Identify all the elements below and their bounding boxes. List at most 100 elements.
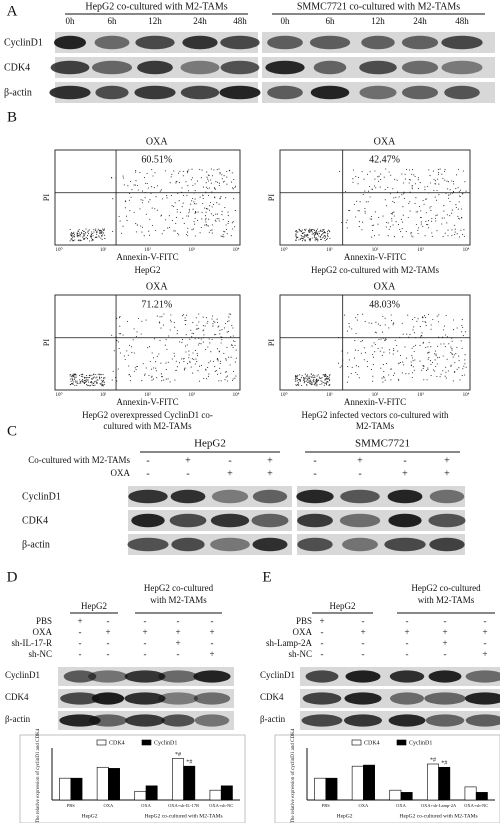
- flow-event: [436, 214, 438, 216]
- flow-event: [403, 182, 405, 184]
- axis-tick: 10¹: [100, 392, 107, 398]
- flow-event: [313, 230, 316, 232]
- flow-event: [393, 202, 395, 204]
- flow-event: [76, 382, 78, 384]
- flow-event: [398, 379, 400, 381]
- flow-event: [402, 206, 404, 208]
- flow-event: [130, 375, 132, 377]
- flow-event: [218, 325, 220, 327]
- flow-event: [135, 231, 137, 233]
- flow-event: [314, 237, 316, 239]
- flow-event: [167, 227, 169, 229]
- flow-event: [430, 363, 432, 366]
- flow-event: [202, 316, 204, 318]
- flow-event: [429, 360, 432, 362]
- flow-event: [346, 330, 348, 332]
- flow-event: [155, 229, 157, 232]
- flow-event: [218, 351, 220, 353]
- flow-event: [151, 379, 153, 381]
- panel-label: E: [262, 569, 271, 585]
- flow-event: [393, 322, 395, 324]
- flow-event: [392, 324, 394, 326]
- flow-event: [371, 322, 373, 324]
- flow-event: [71, 239, 73, 241]
- flow-event: [215, 333, 217, 335]
- flow-event: [149, 199, 151, 201]
- flow-event: [209, 342, 211, 344]
- flow-event: [446, 214, 448, 216]
- flow-event: [205, 191, 207, 193]
- flow-event: [437, 321, 439, 323]
- flow-event: [204, 219, 206, 221]
- flow-event: [202, 330, 204, 332]
- flow-event: [328, 384, 330, 386]
- treatment-label: OXA: [146, 136, 168, 147]
- flow-event: [97, 228, 99, 230]
- flow-event: [202, 194, 204, 196]
- flow-event: [194, 217, 196, 219]
- flow-event: [379, 350, 381, 352]
- flow-event: [385, 168, 387, 170]
- flow-event: [383, 376, 385, 378]
- flow-event: [218, 380, 220, 382]
- flow-event: [296, 376, 298, 378]
- legend-label: CDK4: [364, 740, 380, 746]
- flow-event: [417, 211, 419, 213]
- flow-event: [306, 377, 308, 379]
- flow-event: [154, 208, 156, 210]
- axis-tick: 10²: [144, 392, 151, 398]
- blot-band: [180, 60, 220, 75]
- flow-event: [436, 363, 438, 365]
- flow-event: [309, 238, 312, 240]
- x-tick-label: PBS: [322, 803, 331, 808]
- flow-event: [126, 350, 128, 352]
- flow-event: [76, 380, 78, 382]
- flow-event: [430, 328, 432, 330]
- plot-caption: HepG2 co-cultured with M2-TAMs: [311, 265, 440, 275]
- flow-event: [199, 196, 201, 198]
- flow-event: [382, 364, 384, 366]
- flow-event: [233, 370, 235, 373]
- plot-caption: HepG2: [135, 265, 161, 275]
- flow-event: [446, 222, 448, 224]
- flow-event: [78, 229, 80, 231]
- flow-event: [174, 202, 176, 204]
- flow-event: [95, 236, 97, 238]
- flow-event: [358, 210, 360, 212]
- flow-event: [314, 375, 316, 377]
- flow-event: [175, 360, 177, 362]
- axis-tick: 10³: [417, 247, 424, 253]
- flow-event: [384, 339, 386, 341]
- flow-event: [355, 332, 357, 335]
- condition-mark: +: [402, 468, 408, 479]
- flow-event: [225, 224, 227, 226]
- flow-event: [444, 192, 446, 194]
- flow-event: [166, 197, 168, 199]
- flow-event: [380, 173, 382, 175]
- axis-tick: 10¹: [100, 247, 107, 253]
- flow-event: [320, 377, 322, 379]
- flow-event: [72, 383, 74, 385]
- flow-event: [76, 384, 78, 386]
- flow-event: [442, 177, 444, 179]
- flow-event: [344, 314, 346, 316]
- flow-event: [227, 222, 229, 225]
- blot-band: [220, 35, 260, 50]
- flow-event: [462, 234, 464, 236]
- flow-event: [318, 376, 320, 378]
- flow-event: [454, 362, 456, 364]
- flow-event: [83, 382, 85, 384]
- flow-event: [310, 379, 312, 381]
- flow-event: [174, 379, 176, 381]
- flow-event: [72, 237, 74, 239]
- flow-event: [228, 313, 230, 315]
- time-label: 24h: [193, 16, 207, 26]
- flow-event: [459, 218, 461, 220]
- flow-event: [101, 231, 103, 233]
- flow-event: [194, 212, 196, 214]
- flow-event: [226, 176, 228, 178]
- flow-event: [169, 182, 171, 184]
- flow-event: [409, 334, 411, 336]
- flow-event: [411, 186, 413, 188]
- flow-event: [185, 233, 188, 236]
